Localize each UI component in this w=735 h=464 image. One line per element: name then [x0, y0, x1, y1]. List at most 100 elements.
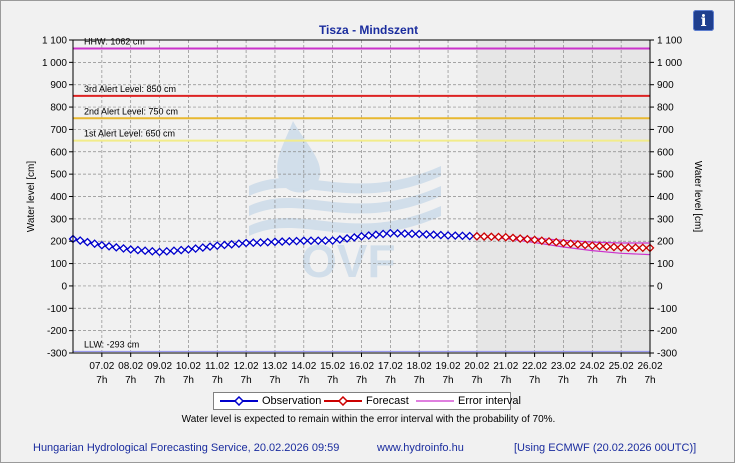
y-tick-label: 0 [61, 281, 67, 292]
x-tick-sublabel: 7h [529, 375, 540, 386]
forecast-marker [537, 236, 547, 246]
forecast-marker [530, 235, 540, 245]
x-tick-sublabel: 7h [471, 375, 482, 386]
observation-marker [234, 239, 244, 249]
x-tick-sublabel: 7h [327, 375, 338, 386]
y-tick-label: 1 000 [42, 58, 67, 69]
observation-marker [436, 230, 446, 240]
legend: Observation Forecast Error interval [213, 392, 521, 410]
chart-title: Tisza - Mindszent [318, 23, 419, 37]
axes: -300 -300 -200 -200 -100 -100 0 0 100 100 200 200 30… [26, 36, 703, 387]
forecast-marker [551, 237, 561, 247]
forecast-marker [587, 241, 597, 251]
x-tick-sublabel: 7h [385, 375, 396, 386]
y2-tick-label: 600 [657, 147, 674, 158]
observation-marker [284, 236, 294, 246]
forecast-marker [501, 232, 511, 242]
x-tick-label: 24.02 [580, 361, 605, 372]
x-tick-label: 07.02 [89, 361, 114, 372]
level-label: HHW: 1062 cm [84, 36, 145, 46]
observation-marker [299, 236, 309, 246]
x-tick-sublabel: 7h [298, 375, 309, 386]
observation-marker [306, 236, 316, 246]
error-line-icon [416, 400, 454, 402]
y2-tick-label: 1 100 [657, 36, 682, 47]
level-label: 3rd Alert Level: 850 cm [84, 84, 176, 94]
forecast-marker [595, 241, 604, 251]
observation-marker [198, 243, 208, 253]
observation-marker [443, 230, 453, 240]
observation-marker [256, 238, 265, 247]
y2-tick-label: -100 [657, 304, 677, 315]
observation-marker [104, 241, 114, 251]
x-tick-label: 18.02 [407, 361, 432, 372]
observation-marker [241, 238, 251, 248]
observation-marker [277, 237, 287, 247]
footer-website-link[interactable]: www.hydroinfo.hu [377, 442, 464, 454]
forecast-marker [573, 239, 583, 249]
x-tick-label: 12.02 [234, 361, 259, 372]
observation-marker [450, 231, 460, 241]
observation-marker [342, 234, 352, 243]
legend-forecast: Forecast [324, 394, 414, 408]
ovf-watermark: OVF [249, 121, 441, 287]
forecast-marker [580, 240, 590, 250]
legend-observation: Observation [220, 394, 321, 408]
forecast-marker [631, 243, 640, 253]
forecast-marker [494, 232, 503, 242]
x-tick-label: 23.02 [551, 361, 576, 372]
observation-marker [191, 244, 201, 253]
forecast-marker [486, 232, 496, 242]
observation-marker [205, 242, 215, 252]
y2-tick-label: 500 [657, 170, 674, 181]
x-tick-label: 20.02 [464, 361, 489, 372]
observation-marker [378, 229, 388, 239]
y-tick-label: 900 [50, 80, 67, 91]
y-tick-label: 700 [50, 125, 67, 136]
y-tick-label: 400 [50, 192, 67, 203]
observation-marker [357, 231, 366, 241]
observation-marker [407, 229, 417, 239]
observation-marker [83, 237, 92, 247]
observation-marker [429, 230, 439, 240]
x-tick-sublabel: 7h [414, 375, 425, 386]
observation-marker [248, 238, 258, 248]
observation-marker [140, 246, 150, 256]
observation-marker [465, 231, 475, 241]
info-icon[interactable]: i [693, 10, 714, 31]
y-tick-label: 600 [50, 147, 67, 158]
x-tick-label: 13.02 [262, 361, 287, 372]
x-tick-sublabel: 7h [154, 375, 165, 386]
observation-marker [335, 235, 345, 244]
y-tick-label: 1 100 [42, 36, 67, 47]
forecast-marker [472, 231, 482, 241]
y2-tick-label: 1 000 [657, 58, 682, 69]
observation-marker [458, 231, 467, 241]
x-tick-label: 14.02 [291, 361, 316, 372]
y-tick-label: -100 [47, 304, 67, 315]
observation-marker [220, 240, 229, 250]
observation-marker-icon [220, 396, 258, 406]
observation-marker [147, 246, 157, 256]
forecast-marker [566, 239, 576, 249]
y-tick-label: 300 [50, 214, 67, 225]
forecast-marker [522, 234, 532, 244]
y2-tick-label: -300 [657, 349, 677, 360]
y-tick-label: 500 [50, 170, 67, 181]
x-tick-sublabel: 7h [96, 375, 107, 386]
observation-marker [328, 236, 338, 245]
y2-tick-label: 200 [657, 237, 674, 248]
observation-marker [162, 246, 172, 256]
observation-marker [176, 245, 186, 255]
forecast-marker [544, 237, 554, 246]
x-tick-sublabel: 7h [644, 375, 655, 386]
observation-marker [270, 237, 280, 247]
y2-tick-label: 300 [657, 214, 674, 225]
y2-tick-label: 100 [657, 259, 674, 270]
observation-marker [75, 236, 85, 245]
forecast-marker [609, 242, 619, 252]
x-tick-sublabel: 7h [356, 375, 367, 386]
series [68, 228, 655, 257]
